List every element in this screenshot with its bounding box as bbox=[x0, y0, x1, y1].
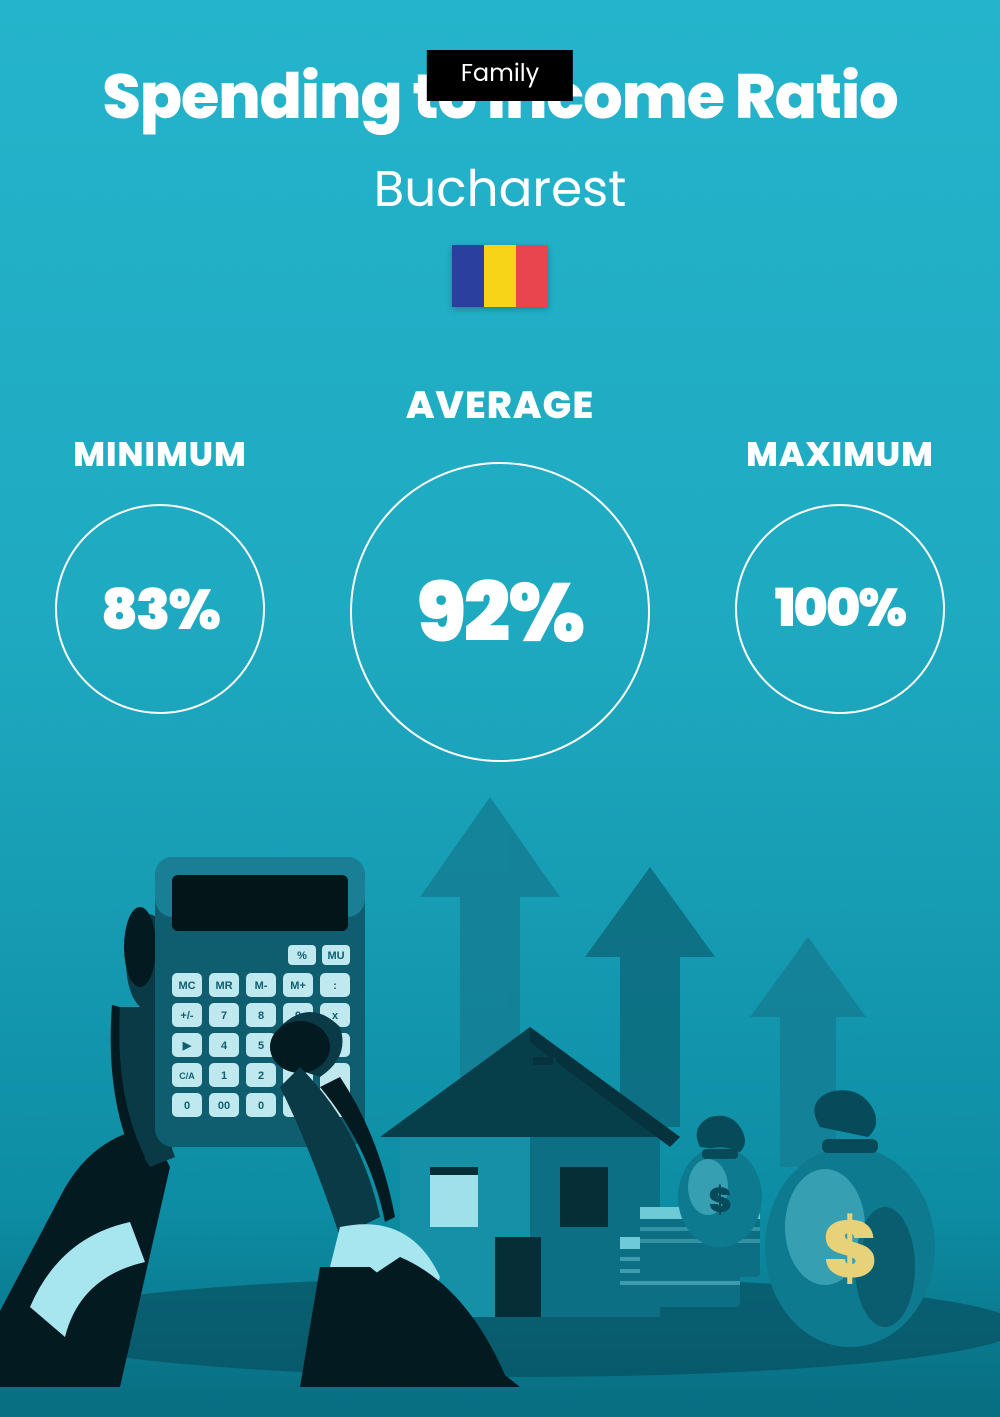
svg-text:5: 5 bbox=[258, 1040, 264, 1052]
average-label: AVERAGE bbox=[345, 377, 655, 434]
flag-stripe-2 bbox=[484, 245, 516, 307]
city-name: Bucharest bbox=[0, 151, 1000, 227]
badge-label: Family bbox=[461, 57, 539, 90]
svg-text:$: $ bbox=[823, 1193, 876, 1305]
svg-text:2: 2 bbox=[258, 1070, 264, 1082]
svg-text:4: 4 bbox=[221, 1040, 228, 1052]
minimum-label: MINIMUM bbox=[55, 429, 265, 480]
svg-text:8: 8 bbox=[258, 1010, 264, 1022]
svg-text:▶: ▶ bbox=[182, 1040, 192, 1052]
metrics-row: MINIMUM 83% AVERAGE 92% MAXIMUM 100% bbox=[0, 377, 1000, 797]
svg-text:+/-: +/- bbox=[180, 1010, 193, 1022]
metric-average: AVERAGE 92% bbox=[345, 377, 655, 762]
flag-stripe-3 bbox=[516, 245, 548, 307]
svg-text:C/A: C/A bbox=[179, 1071, 195, 1081]
svg-text:0: 0 bbox=[258, 1100, 264, 1112]
svg-text:M+: M+ bbox=[290, 980, 306, 992]
metric-maximum: MAXIMUM 100% bbox=[735, 429, 945, 714]
svg-text:M-: M- bbox=[255, 980, 268, 992]
illustration-svg: $ $ % MU MC MR M- M+ bbox=[0, 767, 1000, 1387]
minimum-circle: 83% bbox=[55, 504, 265, 714]
svg-text:00: 00 bbox=[218, 1100, 230, 1112]
svg-text:%: % bbox=[297, 950, 307, 962]
svg-text:0: 0 bbox=[184, 1100, 190, 1112]
average-value: 92% bbox=[417, 551, 583, 674]
minimum-value: 83% bbox=[101, 567, 219, 652]
flag-stripe-1 bbox=[452, 245, 484, 307]
svg-text:1: 1 bbox=[221, 1070, 227, 1082]
finance-illustration: $ $ % MU MC MR M- M+ bbox=[0, 767, 1000, 1387]
country-flag bbox=[452, 245, 548, 307]
svg-text:x: x bbox=[332, 1010, 339, 1022]
svg-text:MR: MR bbox=[215, 980, 232, 992]
maximum-circle: 100% bbox=[735, 504, 945, 714]
svg-text::: : bbox=[333, 980, 337, 992]
category-badge: Family bbox=[427, 50, 573, 101]
average-circle: 92% bbox=[350, 462, 650, 762]
svg-text:MC: MC bbox=[178, 980, 195, 992]
maximum-label: MAXIMUM bbox=[735, 429, 945, 480]
svg-text:MU: MU bbox=[327, 950, 344, 962]
svg-text:$: $ bbox=[709, 1176, 732, 1224]
metric-minimum: MINIMUM 83% bbox=[55, 429, 265, 714]
svg-text:7: 7 bbox=[221, 1010, 227, 1022]
maximum-value: 100% bbox=[775, 570, 905, 648]
